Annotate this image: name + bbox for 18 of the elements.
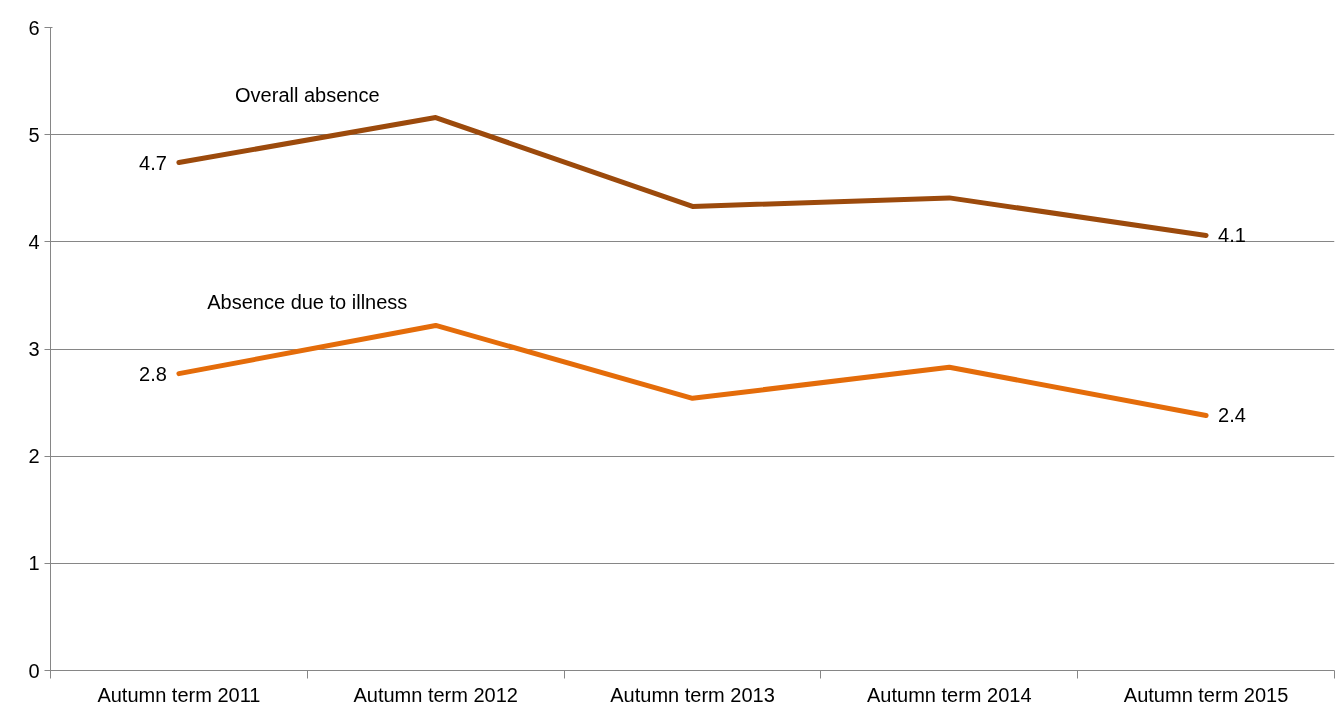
y-tick-label: 0 (28, 659, 40, 682)
series-label: Overall absence (235, 83, 380, 106)
y-tick-label: 3 (28, 338, 40, 360)
y-tick-label: 4 (28, 230, 40, 253)
x-tick-label: Autumn term 2012 (353, 683, 518, 706)
x-tick-label: Autumn term 2014 (867, 683, 1032, 706)
x-tick-label: Autumn term 2011 (97, 683, 261, 706)
y-tick-label: 1 (28, 552, 40, 575)
y-tick-label: 5 (28, 123, 40, 146)
data-label: 2.4 (1218, 404, 1246, 427)
data-label: 2.8 (139, 362, 167, 385)
y-tick-label: 2 (28, 445, 40, 468)
y-tick-label: 6 (28, 16, 40, 39)
x-tick-label: Autumn term 2015 (1123, 683, 1289, 706)
series-label: Absence due to illness (207, 291, 408, 314)
data-label: 4.7 (139, 151, 167, 174)
x-tick-label: Autumn term 2013 (610, 683, 775, 706)
data-label: 4.1 (1218, 224, 1246, 247)
